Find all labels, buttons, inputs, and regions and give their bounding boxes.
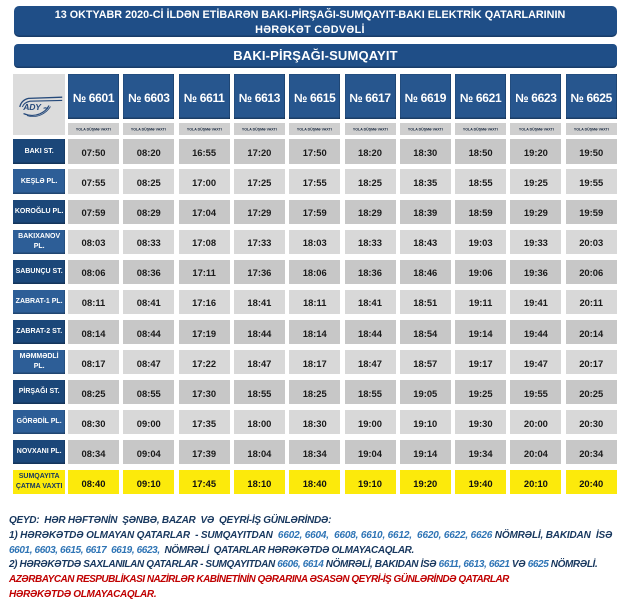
svg-text:ADY: ADY	[22, 102, 42, 112]
svg-text:MO.: MO.	[44, 106, 50, 110]
